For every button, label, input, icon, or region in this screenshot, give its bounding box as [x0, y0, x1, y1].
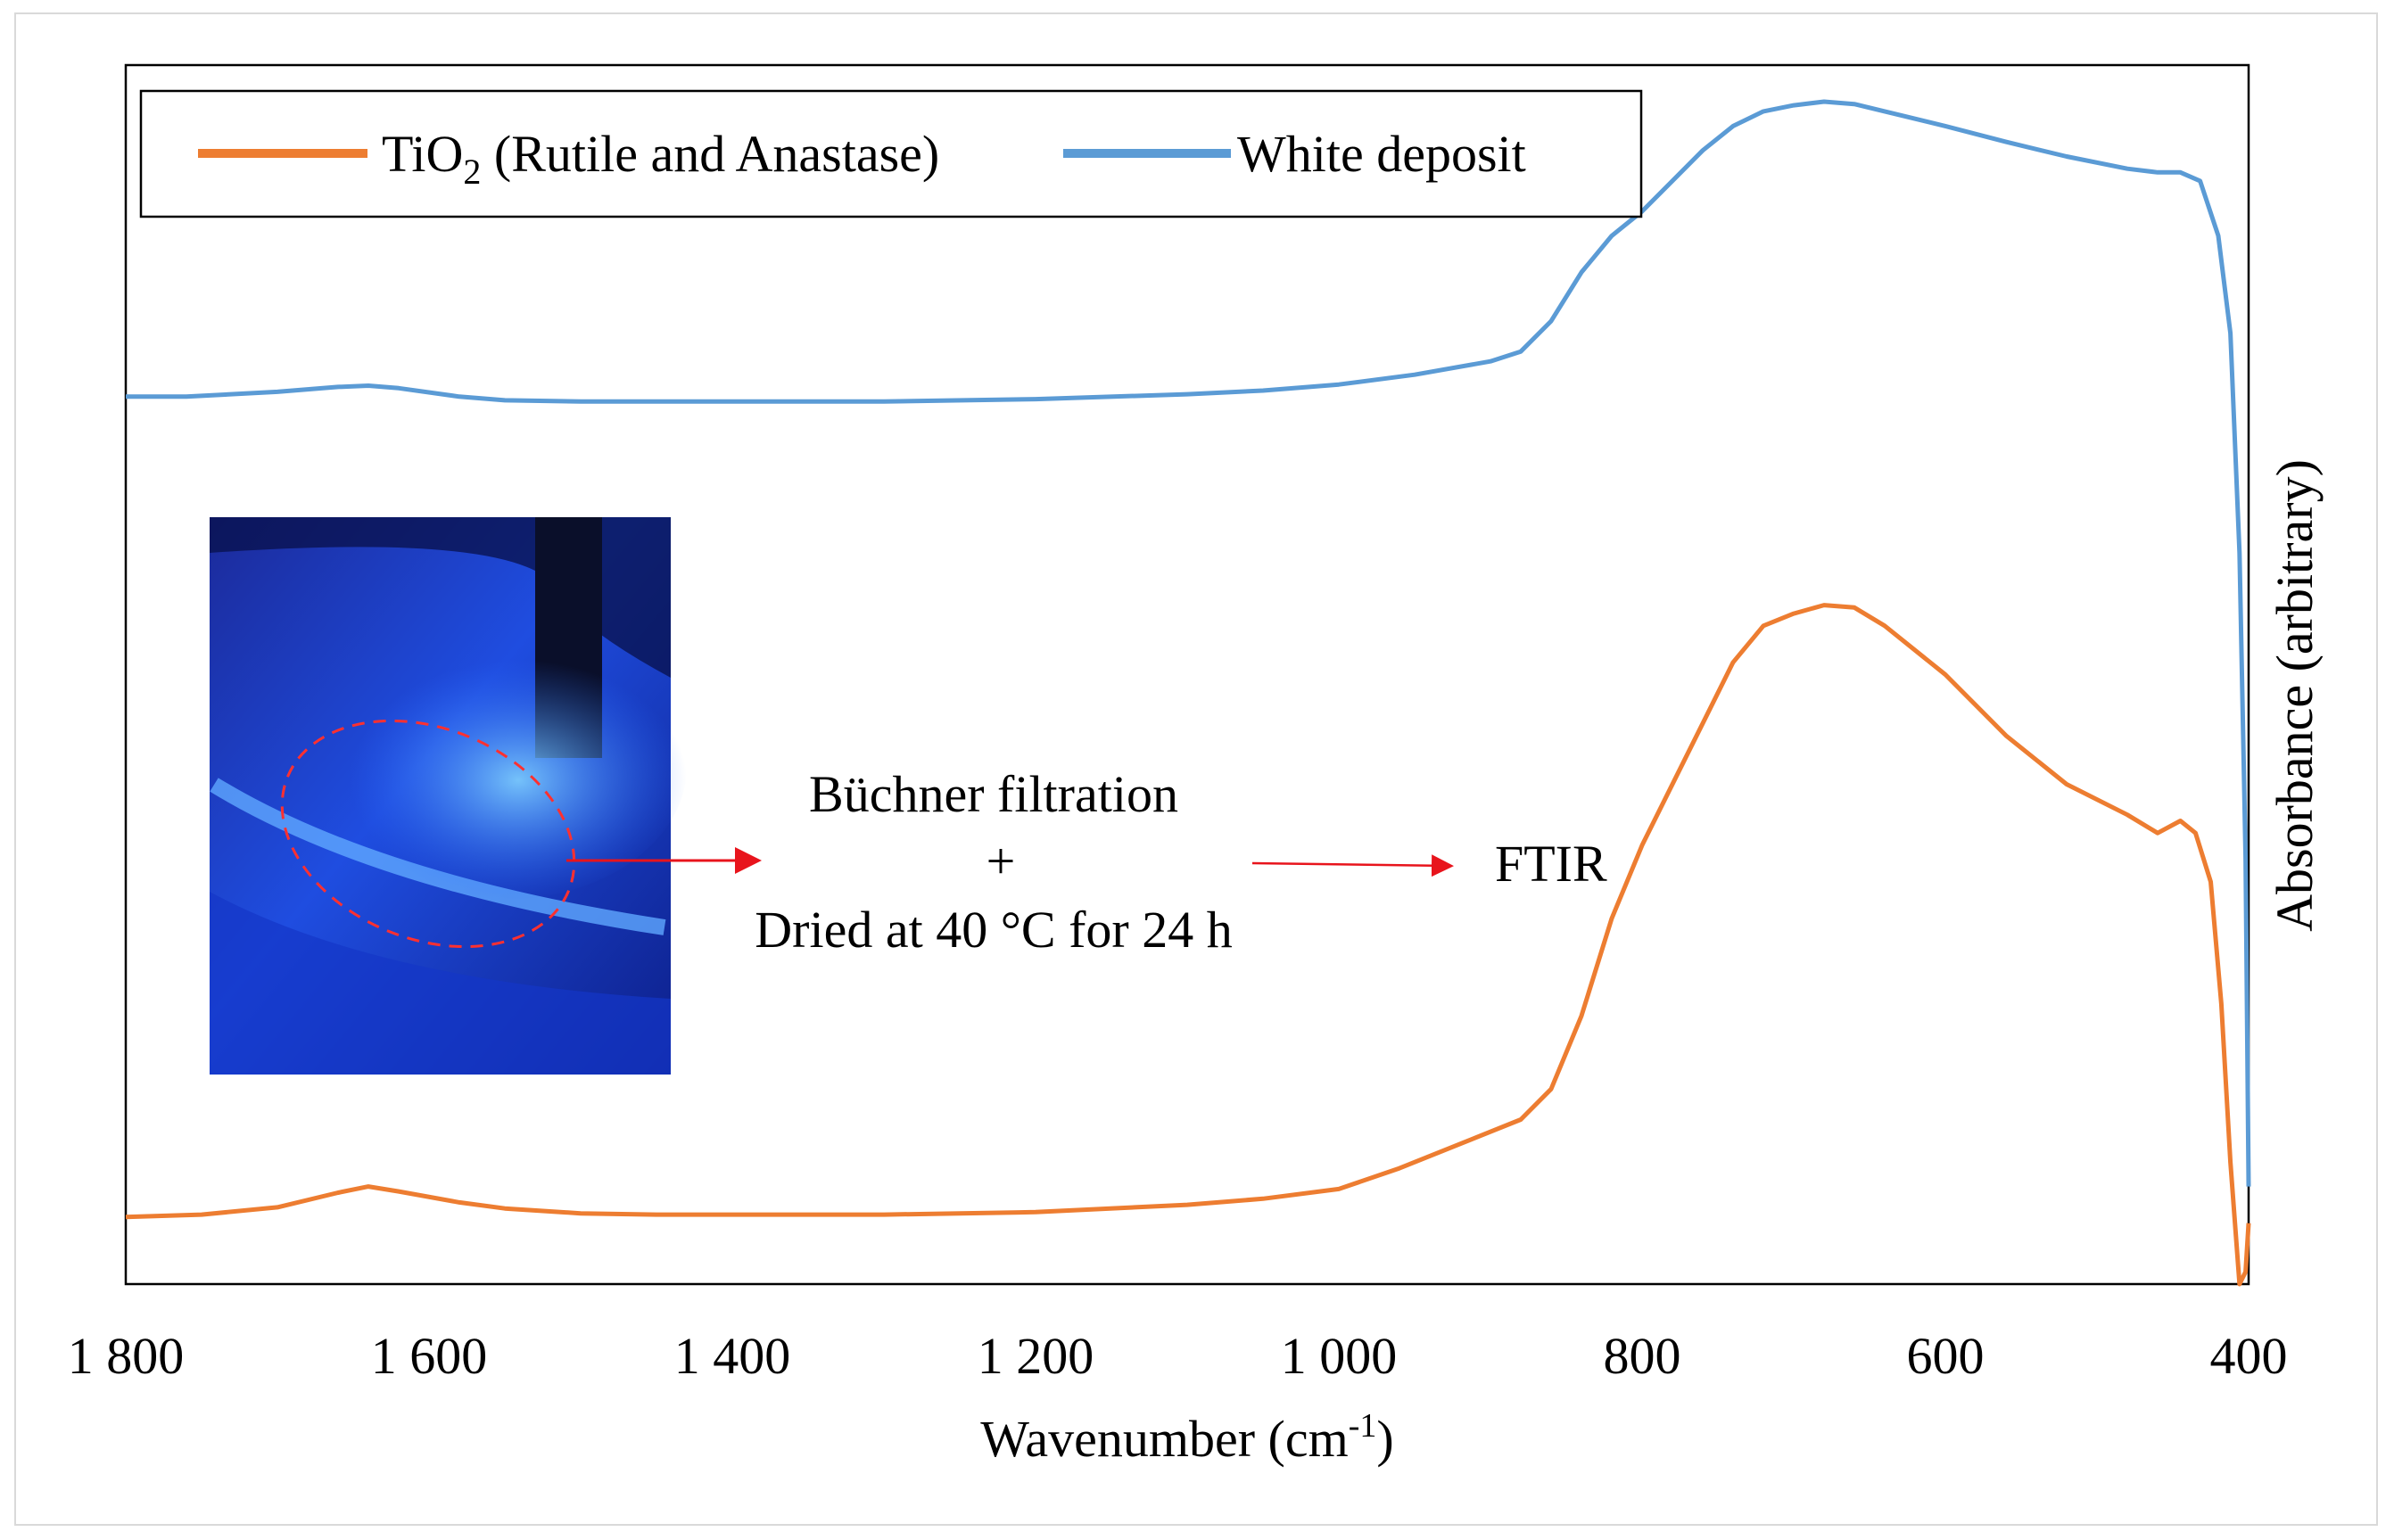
x-tick-labels: 1 800 1 600 1 400 1 200 1 000 800 600 400: [68, 1327, 2288, 1385]
x-tick-label: 1 000: [1281, 1327, 1398, 1385]
legend: TiO2 (Rutile and Anastase) White deposit: [139, 89, 1643, 218]
series-line-white-deposit: [126, 99, 2251, 1187]
x-axis-title: Wavenumber (cm-1): [980, 1407, 1393, 1468]
x-tick-label: 1 800: [68, 1327, 185, 1385]
legend-label-tio2: TiO2 (Rutile and Anastase): [382, 125, 939, 192]
series-layer: [125, 99, 2251, 1287]
figure-border: [14, 12, 2378, 1526]
x-tick-label: 1 400: [674, 1327, 791, 1385]
process-step-filtration: Büchner filtration: [809, 765, 1178, 823]
highlight-ellipse: [280, 719, 576, 949]
x-tick-label: 800: [1604, 1327, 1681, 1385]
y-axis-title: Absorbance (arbitrary): [2266, 459, 2324, 932]
arrow-to-ftir: [1251, 854, 1454, 877]
plot-area-frame: [124, 63, 2250, 1286]
process-step-plus: +: [986, 832, 1016, 890]
process-step-ftir: FTIR: [1495, 835, 1607, 893]
x-tick-label: 400: [2210, 1327, 2288, 1385]
legend-box: [139, 89, 1643, 218]
x-tick-label: 600: [1907, 1327, 1985, 1385]
inset-photo: [210, 517, 687, 1075]
x-tick-label: 1 600: [371, 1327, 488, 1385]
process-step-drying: Dried at 40 °C for 24 h: [755, 901, 1232, 959]
legend-label-white-deposit: White deposit: [1237, 125, 1526, 183]
x-tick-label: 1 200: [978, 1327, 1094, 1385]
series-line-tio2: [125, 603, 2251, 1287]
